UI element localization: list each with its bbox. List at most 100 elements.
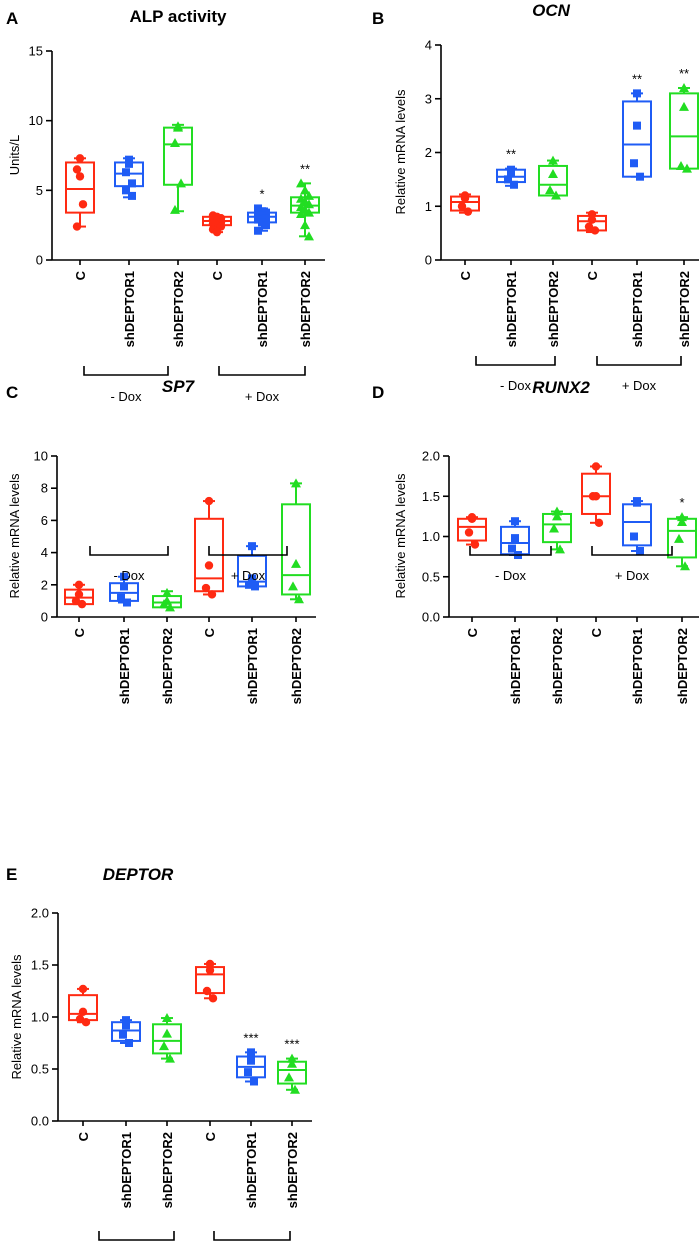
box-shdeptor1-minus-dox: ** bbox=[496, 147, 526, 189]
y-tick-label: 4 bbox=[41, 545, 48, 560]
x-tick-label: shDEPTOR2 bbox=[289, 628, 304, 704]
data-point bbox=[545, 185, 555, 195]
x-tick-label: C bbox=[76, 1131, 91, 1141]
box-c-minus-dox bbox=[450, 191, 480, 216]
group-label: + Dox bbox=[231, 568, 266, 583]
y-tick-label: 0 bbox=[36, 253, 43, 268]
data-point bbox=[159, 599, 169, 609]
data-point bbox=[251, 582, 259, 591]
significance-label: ** bbox=[506, 147, 516, 162]
data-point bbox=[262, 214, 270, 223]
data-point bbox=[633, 89, 641, 98]
bracket-line bbox=[469, 546, 552, 556]
data-point bbox=[162, 1013, 172, 1023]
significance-label: ** bbox=[632, 71, 642, 86]
data-point bbox=[470, 540, 480, 549]
x-tick-label: C bbox=[458, 270, 473, 280]
y-tick-label: 0 bbox=[425, 253, 432, 268]
data-point bbox=[165, 1053, 175, 1063]
group-label: - Dox bbox=[495, 568, 527, 583]
x-tick-label: shDEPTOR1 bbox=[630, 271, 645, 347]
data-point bbox=[125, 1039, 133, 1047]
x-tick-label: shDEPTOR1 bbox=[117, 628, 132, 704]
y-tick-label: 8 bbox=[41, 481, 48, 496]
box-iqr bbox=[669, 92, 699, 170]
group-label: - Dox bbox=[113, 568, 145, 583]
data-point bbox=[508, 544, 516, 553]
y-tick-label: 5 bbox=[36, 183, 43, 198]
group-bracket-plus-dox: + Dox bbox=[591, 546, 673, 583]
data-point bbox=[549, 523, 559, 533]
bracket-line bbox=[475, 356, 556, 366]
box-shdeptor2-plus-dox bbox=[281, 478, 311, 604]
box-shdeptor1-minus-dox bbox=[500, 517, 530, 560]
x-tick-label: shDEPTOR2 bbox=[298, 271, 313, 347]
box-shdeptor2-plus-dox: ** bbox=[669, 66, 699, 173]
x-tick-label: shDEPTOR2 bbox=[160, 1132, 175, 1208]
data-point bbox=[122, 168, 130, 177]
data-point bbox=[552, 506, 562, 516]
data-point bbox=[548, 155, 558, 165]
group-bracket-minus-dox: - Dox bbox=[469, 546, 552, 583]
data-point bbox=[677, 512, 687, 522]
data-point bbox=[173, 122, 183, 132]
y-tick-label: 10 bbox=[29, 113, 43, 128]
data-point bbox=[125, 159, 133, 168]
y-tick-label: 0.0 bbox=[31, 1114, 49, 1129]
y-tick-label: 1.5 bbox=[31, 958, 49, 973]
x-tick-label: C bbox=[203, 1131, 218, 1141]
box-iqr bbox=[163, 126, 193, 186]
data-point bbox=[636, 172, 644, 181]
x-tick-label: shDEPTOR2 bbox=[677, 271, 692, 347]
group-label: + Dox bbox=[615, 568, 650, 583]
data-point bbox=[262, 221, 270, 230]
data-point bbox=[78, 1007, 88, 1016]
data-point bbox=[594, 518, 604, 528]
box-shdeptor1-plus-dox: ** bbox=[622, 71, 652, 181]
group-bracket-plus-dox: + Dox bbox=[213, 1231, 291, 1241]
panel-d: D RUNX2 0.0 0.5 1.0 1.5 2.0 Relative mRNA level… bbox=[372, 378, 699, 704]
data-point bbox=[119, 1030, 127, 1039]
x-tick-label: shDEPTOR1 bbox=[508, 628, 523, 704]
data-point bbox=[204, 561, 214, 570]
data-point bbox=[72, 222, 82, 231]
data-point bbox=[123, 598, 131, 607]
bracket-line bbox=[83, 366, 169, 376]
box-shdeptor2-plus-dox: *** bbox=[277, 1037, 307, 1094]
data-point bbox=[300, 220, 310, 230]
data-point bbox=[122, 1016, 130, 1025]
data-point bbox=[78, 200, 88, 209]
box-shdeptor2-plus-dox: * bbox=[667, 495, 697, 571]
data-point bbox=[201, 583, 211, 593]
data-point bbox=[296, 209, 306, 219]
data-point bbox=[460, 193, 470, 203]
data-point bbox=[122, 1021, 130, 1030]
significance-label: *** bbox=[243, 1030, 258, 1045]
data-point bbox=[75, 172, 85, 181]
bracket-line bbox=[218, 366, 306, 376]
box-c-minus-dox bbox=[65, 154, 95, 231]
y-axis-label: Relative mRNA levels bbox=[7, 473, 22, 598]
data-point bbox=[248, 574, 256, 583]
bracket-line bbox=[89, 546, 169, 556]
data-point bbox=[630, 159, 638, 168]
data-point bbox=[507, 168, 515, 177]
data-point bbox=[291, 558, 301, 568]
box-shdeptor1-minus-dox bbox=[111, 1016, 141, 1047]
data-point bbox=[120, 582, 128, 591]
group-label: + Dox bbox=[245, 389, 280, 404]
data-point bbox=[510, 180, 518, 189]
box-c-plus-dox bbox=[202, 211, 232, 237]
bracket-line bbox=[596, 356, 682, 366]
y-axis-label: Relative mRNA levels bbox=[9, 954, 24, 1079]
data-point bbox=[504, 175, 512, 184]
x-tick-label: C bbox=[210, 270, 225, 280]
y-tick-label: 4 bbox=[425, 38, 432, 53]
x-tick-label: C bbox=[465, 627, 480, 637]
x-tick-label: C bbox=[585, 270, 600, 280]
data-point bbox=[170, 204, 180, 214]
y-tick-label: 0.5 bbox=[31, 1062, 49, 1077]
data-point bbox=[247, 1056, 255, 1065]
data-point bbox=[250, 1077, 258, 1086]
